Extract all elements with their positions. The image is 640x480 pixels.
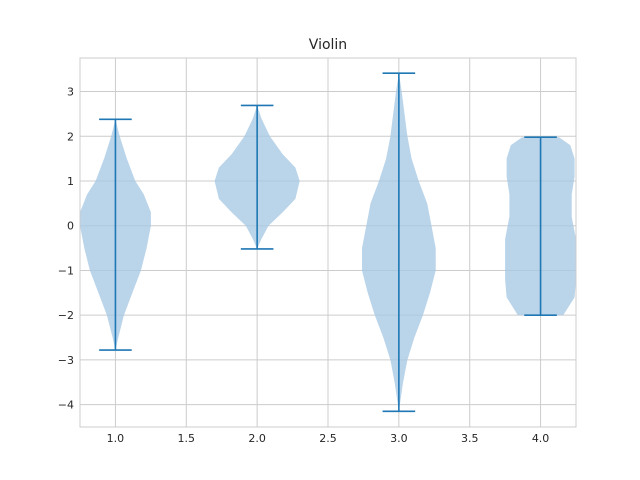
violins	[80, 72, 576, 413]
violin-2	[214, 104, 300, 250]
x-tick-label: 1.5	[178, 432, 196, 445]
violin-4	[505, 136, 576, 316]
x-tick-label: 1.0	[107, 432, 125, 445]
grid	[80, 58, 576, 427]
y-tick-label: 2	[67, 130, 74, 143]
x-tick-label: 2.0	[248, 432, 266, 445]
y-axis-ticks: −4 −3 −2 −1 0 1 2 3	[58, 86, 74, 412]
x-axis-ticks: 1.0 1.5 2.0 2.5 3.0 3.5 4.0	[107, 432, 550, 445]
y-tick-label: −1	[58, 264, 74, 277]
x-tick-label: 2.5	[319, 432, 337, 445]
y-tick-label: −2	[58, 309, 74, 322]
y-tick-label: −4	[58, 399, 74, 412]
chart-title: Violin	[309, 37, 347, 53]
y-tick-label: −3	[58, 354, 74, 367]
y-tick-label: 1	[67, 175, 74, 188]
x-tick-label: 3.0	[390, 432, 408, 445]
y-tick-label: 3	[67, 86, 74, 99]
y-tick-label: 0	[67, 220, 74, 233]
violin-3	[362, 72, 436, 413]
x-tick-label: 4.0	[532, 432, 550, 445]
violin-1	[80, 118, 151, 351]
x-tick-label: 3.5	[461, 432, 479, 445]
plot-frame	[79, 57, 577, 428]
